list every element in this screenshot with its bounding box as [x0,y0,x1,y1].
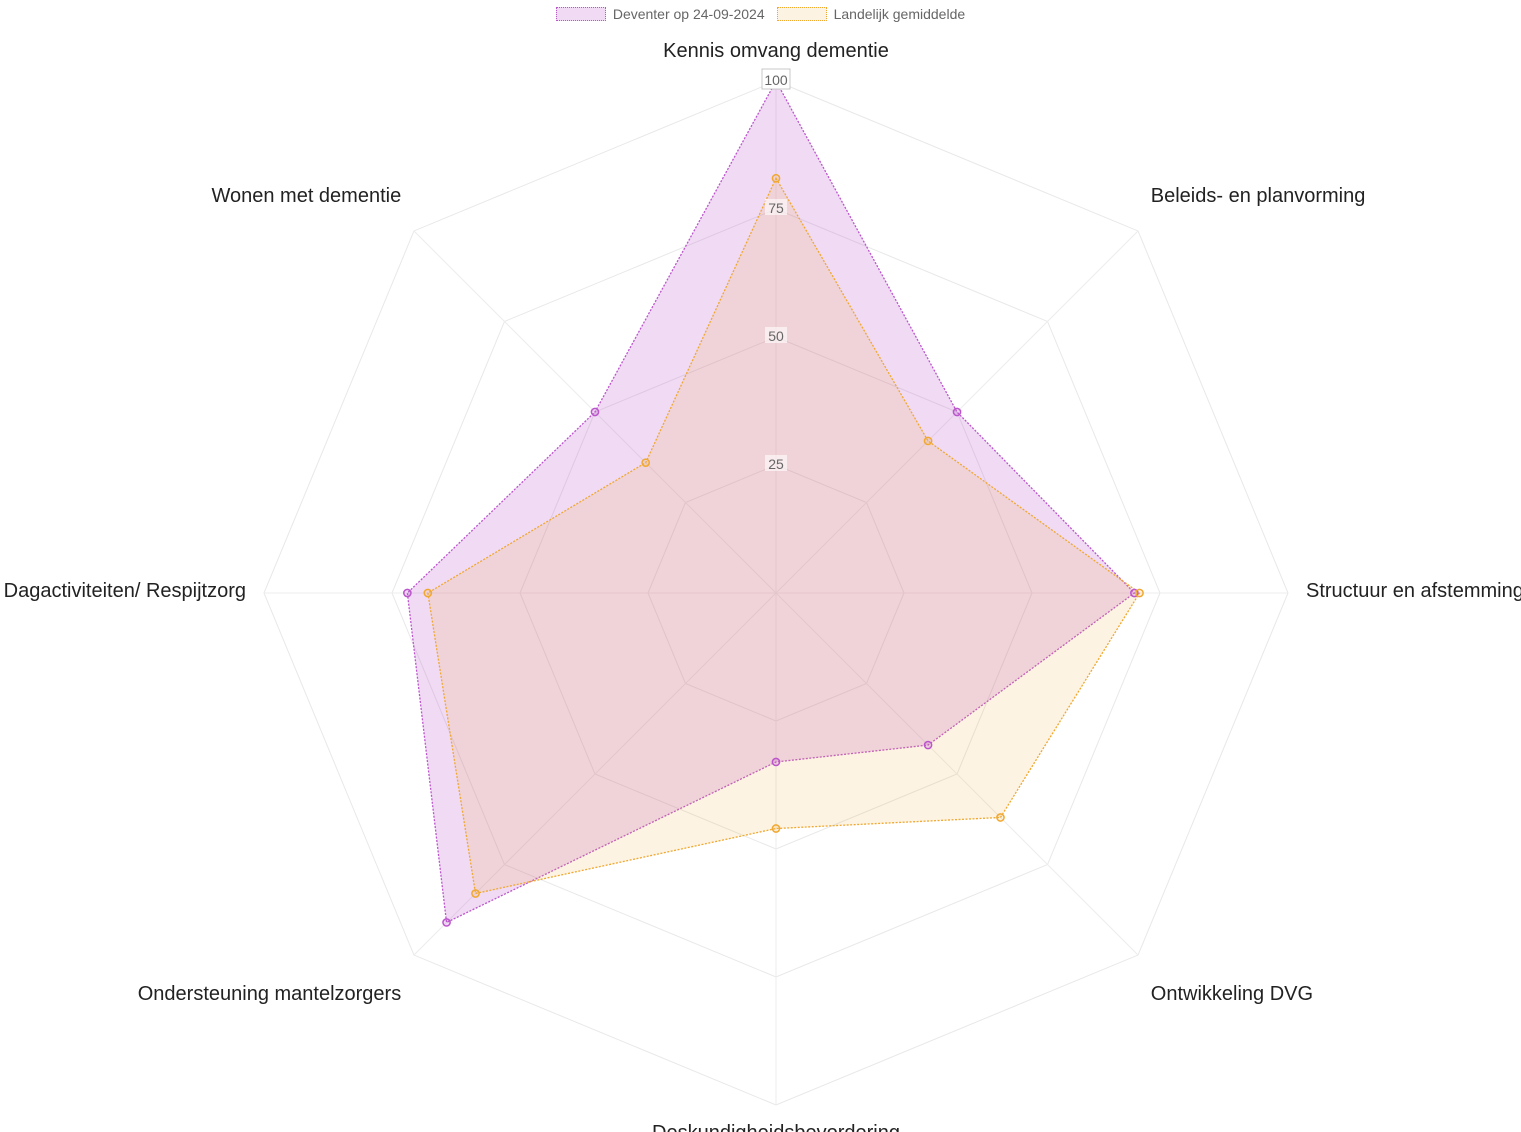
series-point-0[interactable] [952,407,962,417]
axis-label: Wonen met dementie [211,185,401,207]
series-point-0[interactable] [403,588,412,598]
series-point-0[interactable] [923,740,933,750]
legend-swatch-landelijk [776,7,827,21]
tick-label: 25 [768,456,784,472]
axis-label: Beleids- en planvorming [1151,185,1366,207]
tick-labels: 25 50 75 100 [761,68,791,472]
legend: Deventer op 24-09-2024 Landelijk gemidde… [0,6,1521,22]
legend-item-deventer[interactable]: Deventer op 24-09-2024 [555,6,765,22]
series-point-1[interactable] [771,824,781,833]
series-layer [403,76,1144,927]
series-area-0 [406,79,1136,924]
legend-label-landelijk: Landelijk gemiddelde [833,6,966,22]
tick-label-box [761,68,791,90]
series-point-1[interactable] [1135,588,1144,598]
axis-label: Ondersteuning mantelzorgers [138,983,401,1005]
tick-label: 100 [764,72,788,88]
tick-label: 50 [768,328,784,344]
grid-spoke [775,592,1139,956]
axis-label: Dagactiviteiten/ Respijtzorg [4,580,246,602]
tick-label-bg [765,455,787,471]
legend-label-deventer: Deventer op 24-09-2024 [612,6,765,22]
series-area-1 [427,176,1141,895]
series-point-1[interactable] [423,588,433,598]
axis-label: Ontwikkeling DVG [1151,983,1313,1005]
legend-swatch-deventer [555,7,606,21]
series-point-1[interactable] [771,173,781,183]
axis-label: Kennis omvang dementie [663,40,889,62]
grid-spoke [413,592,777,956]
series-point-1[interactable] [996,813,1005,822]
series-point-1[interactable] [471,889,480,898]
series-point-0[interactable] [590,407,600,417]
legend-item-landelijk[interactable]: Landelijk gemiddelde [776,6,966,22]
grid-spoke [775,230,1139,594]
axis-label: Deskundigheidsbevordering [652,1122,900,1132]
series-point-1[interactable] [641,458,651,468]
series-point-0[interactable] [771,757,781,767]
axis-labels: Kennis omvang dementie Beleids- en planvo… [4,40,1521,1132]
tick-label-bg [765,199,787,215]
tick-label-bg [765,327,787,343]
series-point-0[interactable] [442,918,451,927]
tick-label: 75 [768,200,784,216]
series-point-1[interactable] [923,436,933,446]
axis-label: Structuur en afstemming [1306,580,1521,602]
